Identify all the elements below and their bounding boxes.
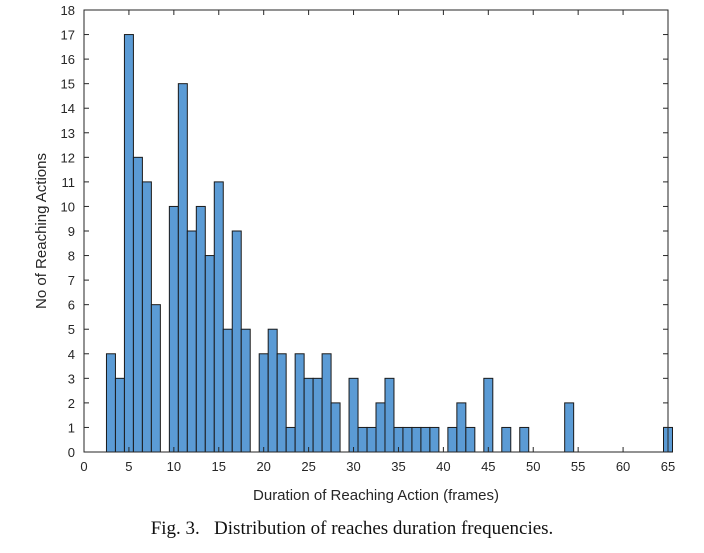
x-tick-label: 20: [256, 459, 270, 474]
histogram-bar: [420, 426, 431, 453]
y-tick-label: 17: [61, 28, 75, 43]
histogram-bar: [447, 426, 458, 453]
histogram-bars: [105, 34, 673, 453]
y-tick-label: 14: [61, 101, 75, 116]
y-tick-label: 0: [68, 445, 75, 460]
x-tick-label: 45: [481, 459, 495, 474]
x-tick-label: 25: [301, 459, 315, 474]
x-axis-label: Duration of Reaching Action (frames): [253, 487, 499, 504]
histogram-bar: [141, 181, 152, 453]
histogram-bar: [411, 426, 422, 453]
y-tick-label: 10: [61, 199, 75, 214]
x-tick-label: 0: [80, 459, 87, 474]
x-tick-label: 30: [346, 459, 360, 474]
histogram-bar: [348, 377, 359, 453]
histogram-bar: [501, 426, 512, 453]
y-tick-label: 18: [61, 3, 75, 18]
x-tick-label: 35: [391, 459, 405, 474]
figure-caption: Fig. 3. Distribution of reaches duration…: [150, 518, 554, 539]
histogram-bar: [123, 34, 134, 453]
x-tick-label: 55: [571, 459, 585, 474]
y-tick-label: 4: [68, 347, 75, 362]
x-tick-label: 10: [167, 459, 181, 474]
histogram-bar: [366, 426, 377, 453]
x-tick-label: 60: [616, 459, 630, 474]
x-tick-label: 50: [526, 459, 540, 474]
y-tick-label: 11: [62, 175, 76, 190]
histogram-bar: [276, 353, 287, 453]
y-axis-label: No of Reaching Actions: [33, 153, 50, 309]
histogram-bar: [240, 328, 251, 453]
y-tick-label: 16: [61, 52, 75, 67]
histogram-bar: [132, 156, 143, 453]
histogram-bar: [114, 377, 125, 453]
x-tick-label: 40: [436, 459, 450, 474]
histogram-bar: [456, 402, 467, 453]
histogram-bar: [384, 377, 395, 453]
histogram-bar: [303, 377, 314, 453]
y-tick-label: 3: [68, 371, 75, 386]
histogram-bar: [312, 377, 323, 453]
histogram-bar: [222, 328, 233, 453]
y-tick-label: 6: [68, 298, 75, 313]
y-tick-label: 13: [61, 126, 75, 141]
histogram-bar: [519, 426, 530, 453]
x-tick-label: 15: [212, 459, 226, 474]
y-tick-label: 12: [61, 150, 75, 165]
histogram-bar: [267, 328, 278, 453]
histogram-bar: [258, 353, 269, 453]
histogram-bar: [375, 402, 386, 453]
y-tick-label: 8: [68, 249, 75, 264]
y-tick-label: 1: [68, 420, 75, 435]
histogram-bar: [429, 426, 440, 453]
histogram-bar: [231, 230, 242, 453]
histogram-bar: [294, 353, 305, 453]
histogram-bar: [186, 230, 197, 453]
histogram-bar: [195, 205, 206, 453]
histogram-bar: [177, 83, 188, 453]
histogram-bar: [330, 402, 341, 453]
histogram-bar: [204, 255, 215, 453]
histogram-bar: [105, 353, 116, 453]
y-tick-label: 15: [61, 77, 75, 92]
histogram-bar: [150, 304, 161, 453]
x-axis-ticks: 0 5 10 15 20 25 30 35 40 45 50 55 60 65: [80, 10, 675, 474]
histogram-bar: [285, 426, 296, 453]
histogram-bar: [357, 426, 368, 453]
histogram-bar: [168, 205, 179, 453]
y-tick-label: 2: [68, 396, 75, 411]
histogram-bar: [564, 402, 575, 453]
y-tick-label: 5: [68, 322, 75, 337]
histogram-bar: [213, 181, 224, 453]
y-tick-label: 9: [68, 224, 75, 239]
y-tick-label: 7: [68, 273, 75, 288]
histogram-bar: [483, 377, 494, 453]
x-tick-label: 5: [125, 459, 132, 474]
histogram-bar: [321, 353, 332, 453]
histogram-bar: [465, 426, 476, 453]
x-tick-label: 65: [661, 459, 675, 474]
histogram-bar: [402, 426, 413, 453]
